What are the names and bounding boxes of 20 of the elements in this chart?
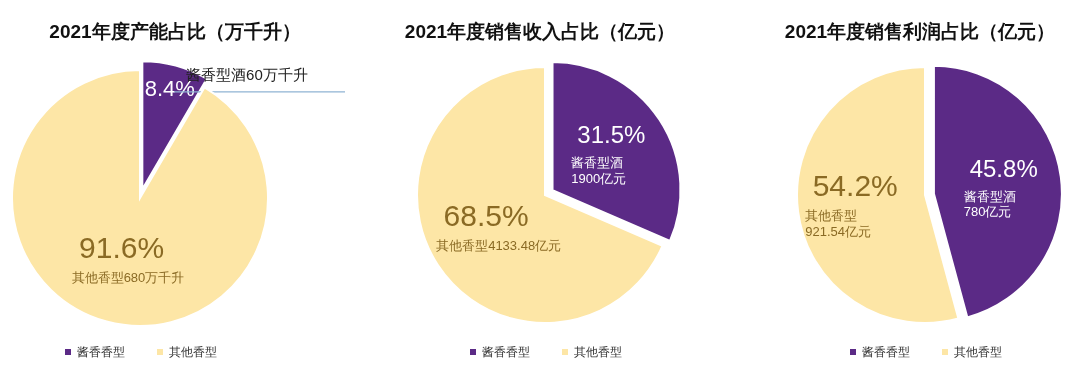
data-label: 91.6% xyxy=(79,230,165,264)
chart-title: 2021年度产能占比（万千升） xyxy=(49,21,301,42)
data-label: 68.5% xyxy=(443,198,529,232)
legend-label: 其他香型 xyxy=(954,345,1002,359)
chart-title: 2021年度销售利润占比（亿元） xyxy=(784,21,1056,42)
text: 其他香型4133.48亿元 xyxy=(436,237,562,253)
data-label: 45.8% xyxy=(969,154,1038,182)
text: 酱香型酒 780亿元 xyxy=(963,188,1016,220)
legend-label: 其他香型 xyxy=(574,345,622,359)
chart-title: 2021年度销售收入占比（亿元） xyxy=(404,21,676,42)
data-label: 54.2% xyxy=(812,169,898,203)
text: 酱香型酒 1900亿元 xyxy=(571,155,627,187)
legend-label: 其他香型 xyxy=(169,345,217,359)
legend-label: 酱香香型 xyxy=(862,345,910,359)
legend-label: 酱香香型 xyxy=(77,345,125,359)
text: 921.54亿元 xyxy=(805,223,871,239)
legend-label: 酱香香型 xyxy=(482,345,530,359)
slice-label: 其他香型 xyxy=(805,208,858,224)
text: 其他香型680万千升 xyxy=(71,269,185,285)
data-label: 31.5% xyxy=(577,121,646,149)
